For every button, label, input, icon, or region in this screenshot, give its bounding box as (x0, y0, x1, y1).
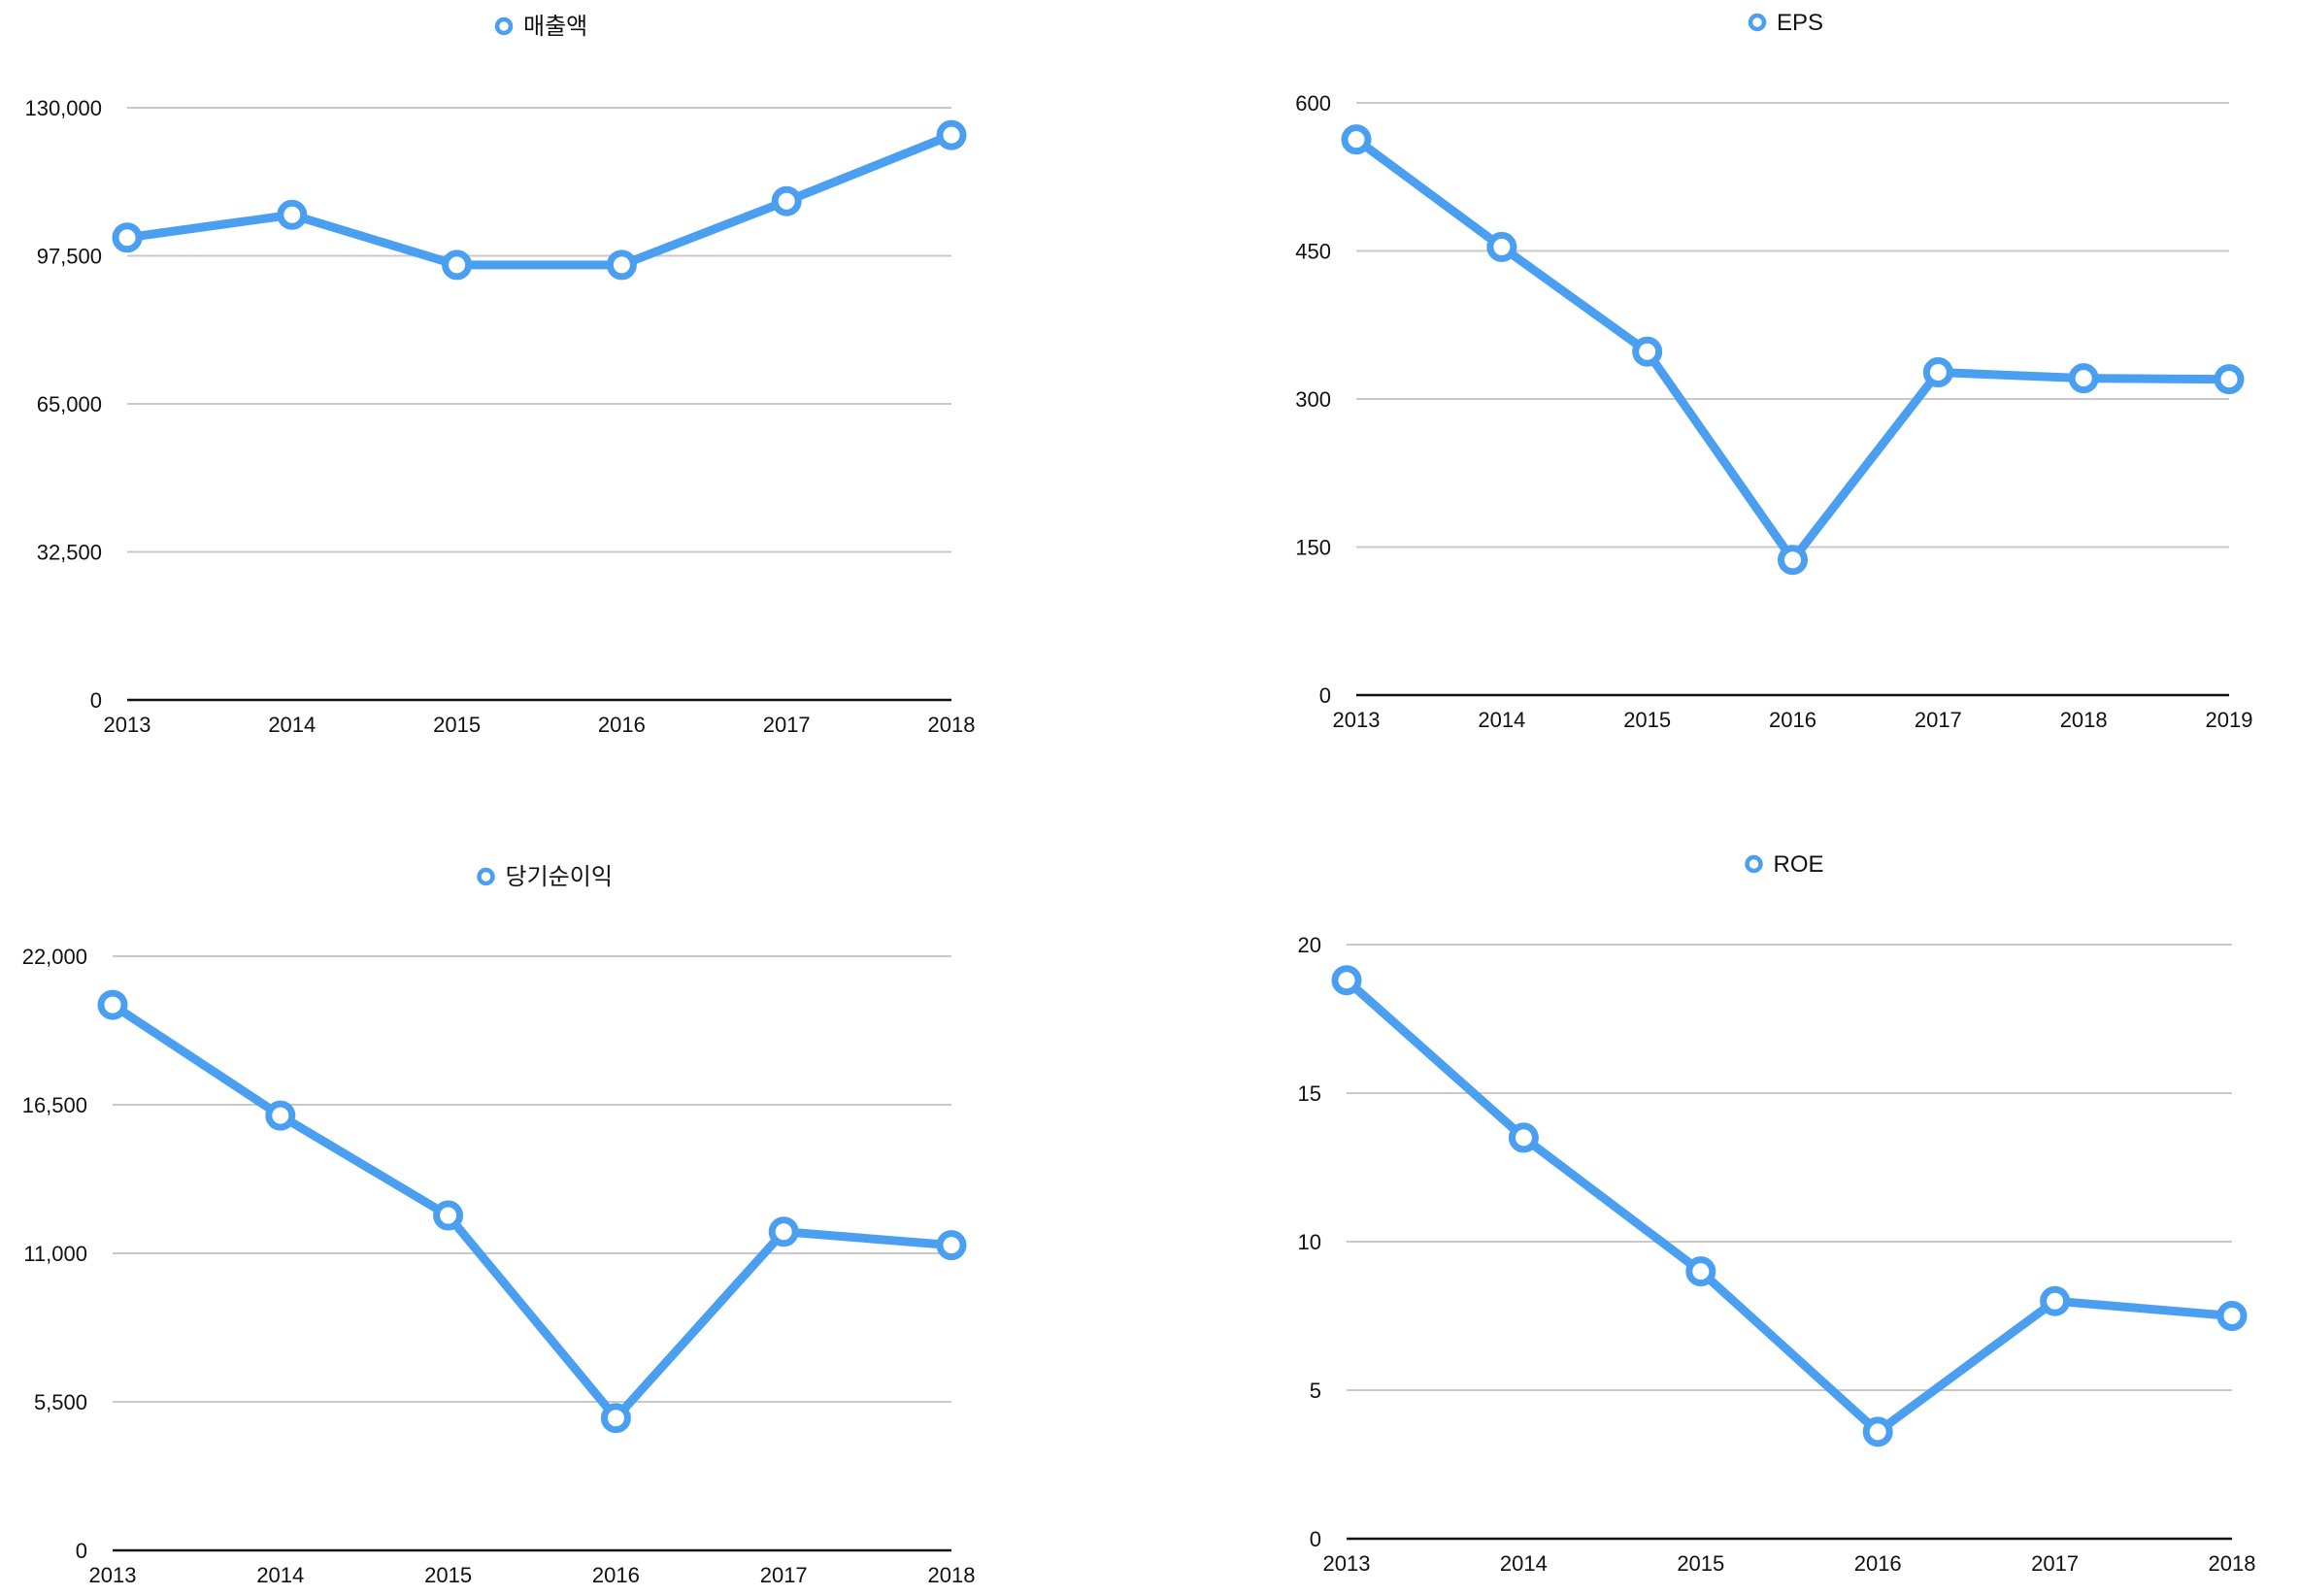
chart-3: 당기순이익 0 5,500 11,000 16,500 22,000 2013 2014 201… (22, 864, 976, 1587)
x-tick-label: 2018 (2060, 708, 2108, 732)
x-tick-label: 2013 (1323, 1551, 1371, 1576)
y-tick-label: 150 (1295, 536, 1331, 560)
x-tick-label: 2019 (2206, 708, 2253, 732)
x-tick-label: 2017 (763, 713, 811, 737)
data-point (2216, 1301, 2248, 1331)
y-tick-label: 10 (1298, 1230, 1321, 1254)
x-tick-label: 2016 (1854, 1551, 1902, 1576)
series-line (1342, 976, 2237, 1437)
x-tick-label: 2016 (592, 1563, 640, 1587)
legend: 매출액 (494, 14, 587, 40)
y-tick-label: 5 (1310, 1379, 1321, 1403)
data-point (1922, 357, 1953, 388)
data-point (2214, 364, 2245, 395)
y-tick-label: 130,000 (24, 96, 102, 120)
x-tick-label: 2013 (104, 713, 151, 737)
data-point (771, 185, 802, 216)
x-tick-label: 2015 (1677, 1551, 1724, 1576)
data-point (936, 1230, 967, 1261)
y-tick-label: 0 (76, 1539, 87, 1563)
y-tick-label: 16,500 (22, 1093, 87, 1117)
x-tick-label: 2017 (2031, 1551, 2079, 1576)
legend-marker-icon (494, 17, 514, 36)
data-point (265, 1100, 296, 1131)
data-point (936, 119, 967, 150)
y-tick-label: 5,500 (34, 1390, 87, 1414)
series-line (108, 1000, 956, 1423)
x-tick-label: 2014 (1478, 708, 1525, 732)
y-tick-label: 0 (90, 688, 102, 713)
legend: 당기순이익 (477, 864, 613, 890)
data-point (1508, 1122, 1539, 1153)
chart-2: EPS 0 150 300 450 600 2013 2014 2015 2016 2017 2018… (1295, 10, 2252, 732)
series-line (122, 130, 956, 270)
x-tick-label: 2017 (760, 1563, 808, 1587)
data-point (2040, 1285, 2071, 1316)
data-point (1685, 1256, 1716, 1287)
x-tick-label: 2015 (433, 713, 481, 737)
y-tick-label: 65,000 (37, 392, 102, 416)
legend-marker-icon (1748, 13, 1767, 32)
y-tick-label: 32,500 (37, 541, 102, 565)
data-point (1486, 231, 1517, 262)
x-tick-label: 2014 (268, 713, 316, 737)
y-tick-label: 450 (1295, 240, 1331, 264)
data-point (1341, 124, 1372, 155)
x-tick-label: 2013 (1333, 708, 1381, 732)
legend-marker-icon (1745, 854, 1763, 874)
x-tick-label: 2017 (1915, 708, 1962, 732)
legend-label: 당기순이익 (506, 864, 613, 890)
y-tick-label: 600 (1295, 91, 1331, 116)
data-point (600, 1403, 631, 1434)
data-point (1632, 336, 1663, 367)
x-tick-label: 2014 (256, 1563, 304, 1587)
series-line (1351, 135, 2234, 565)
data-point (442, 249, 473, 281)
y-tick-label: 22,000 (22, 945, 87, 969)
x-tick-label: 2018 (928, 713, 976, 737)
data-point (1778, 545, 1808, 576)
y-tick-label: 0 (1310, 1527, 1321, 1551)
legend-marker-icon (477, 867, 495, 886)
data-point (1862, 1416, 1893, 1447)
legend-label: ROE (1774, 851, 1824, 878)
data-point (112, 222, 143, 253)
x-tick-label: 2018 (2209, 1551, 2256, 1576)
x-tick-label: 2013 (89, 1563, 137, 1587)
legend: ROE (1745, 851, 1824, 878)
data-point (2068, 363, 2099, 394)
y-tick-label: 97,500 (37, 245, 102, 269)
y-tick-label: 15 (1298, 1081, 1321, 1106)
x-tick-label: 2016 (1769, 708, 1816, 732)
x-tick-label: 2018 (928, 1563, 976, 1587)
data-point (606, 249, 637, 281)
data-point (768, 1216, 799, 1247)
legend: EPS (1748, 10, 1823, 36)
x-tick-label: 2015 (1623, 708, 1671, 732)
y-tick-label: 11,000 (23, 1242, 87, 1266)
data-point (433, 1200, 464, 1231)
data-point (1331, 965, 1362, 996)
chart-4: ROE 0 5 10 15 20 2013 2014 2015 2016 2017 2018 (1298, 851, 2256, 1576)
chart-1: 매출액 0 32,500 65,000 97,500 130,000 2013 2014 201… (24, 14, 975, 737)
legend-label: 매출액 (523, 14, 587, 40)
y-tick-label: 300 (1295, 387, 1331, 412)
data-point (277, 199, 308, 230)
y-tick-label: 20 (1298, 933, 1321, 957)
legend-label: EPS (1777, 10, 1823, 36)
data-point (97, 989, 128, 1020)
x-tick-label: 2016 (598, 713, 646, 737)
x-tick-label: 2015 (424, 1563, 472, 1587)
x-tick-label: 2014 (1500, 1551, 1548, 1576)
y-tick-label: 0 (1319, 683, 1331, 708)
